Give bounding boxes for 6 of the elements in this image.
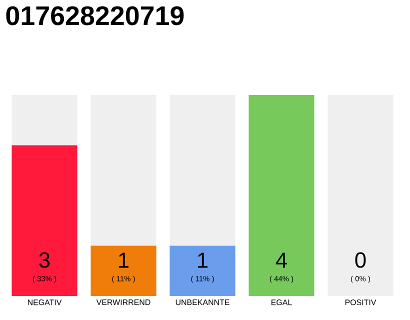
chart-title: 017628220719 (6, 6, 184, 26)
data-label: 3 (39, 252, 50, 268)
annotation: 0 (355, 252, 366, 268)
data-label: 1 (198, 252, 208, 268)
data-label: 1 (119, 252, 129, 268)
data-label: 4 (276, 252, 287, 268)
